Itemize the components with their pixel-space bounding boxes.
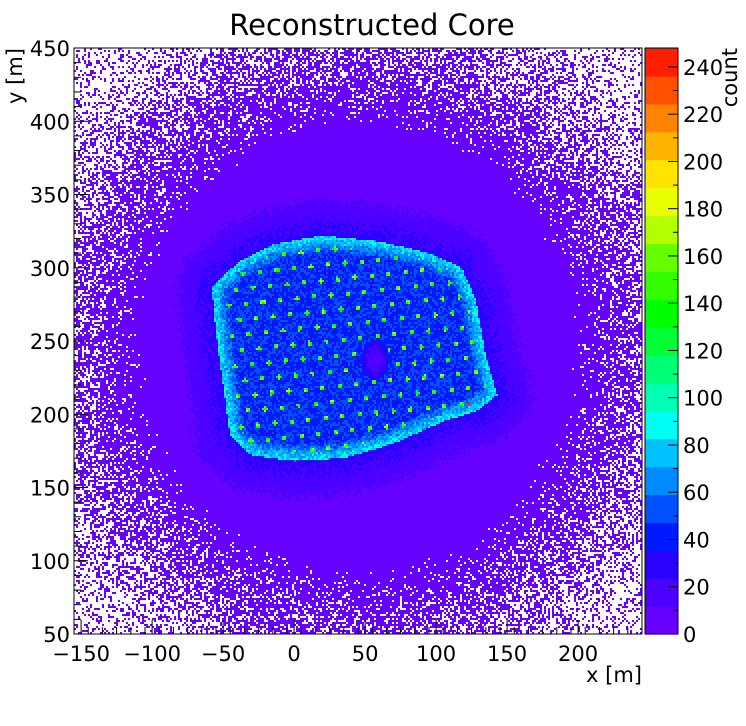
y-tick-label-2: 150	[30, 477, 70, 501]
colorbar-band-11	[645, 299, 678, 328]
y-axis-label: y [m]	[3, 48, 27, 104]
x-tick-label-6: 150	[487, 642, 527, 666]
y-tick-label-3: 200	[30, 403, 70, 427]
z-tick-label-0: 0	[683, 623, 696, 647]
z-tick-label-12: 240	[683, 56, 723, 80]
x-tick-label-1: −100	[123, 642, 181, 666]
colorbar-band-17	[645, 131, 678, 161]
colorbar-band-5	[645, 466, 678, 496]
y-axis: 50 100 150 200 250 300 350 400 450	[30, 37, 88, 647]
z-tick-label-9: 180	[683, 198, 723, 222]
z-tick-label-2: 40	[683, 528, 710, 552]
y-tick-label-5: 300	[30, 257, 70, 281]
colorbar-band-9	[645, 354, 678, 384]
y-tick-label-8: 450	[30, 37, 70, 61]
colorbar-axis: 0 20 40 60 80 100 120 140 160 180 200 220 240	[668, 56, 723, 647]
colorbar-frame	[644, 47, 679, 635]
colorbar-band-1	[645, 578, 678, 607]
x-axis-label: x [m]	[586, 663, 642, 687]
colorbar-band-13	[645, 243, 678, 272]
chart-title: Reconstructed Core	[229, 8, 514, 42]
y-tick-label-7: 400	[30, 110, 70, 134]
y-tick-label-1: 100	[30, 550, 70, 574]
colorbar-band-3	[645, 522, 678, 551]
x-tick-label-2: −50	[201, 642, 245, 666]
y-tick-label-0: 50	[43, 623, 70, 647]
colorbar-band-16	[645, 159, 678, 189]
z-tick-label-11: 220	[683, 103, 723, 127]
colorbar-band-10	[645, 327, 678, 356]
plot-area	[73, 47, 643, 635]
colorbar-band-15	[645, 187, 678, 217]
x-tick-label-7: 200	[558, 642, 598, 666]
x-tick-label-4: 50	[352, 642, 379, 666]
colorbar-band-7	[645, 410, 678, 440]
colorbar-band-14	[645, 215, 678, 244]
colorbar-band-0	[645, 606, 678, 635]
z-tick-label-4: 80	[683, 434, 710, 458]
y-tick-label-4: 250	[30, 330, 70, 354]
colorbar-band-19	[645, 75, 678, 105]
colorbar-band-12	[645, 271, 678, 300]
colorbar-band-2	[645, 550, 678, 579]
colorbar-band-6	[645, 438, 678, 468]
z-tick-label-1: 20	[683, 576, 710, 600]
colorbar-band-18	[645, 103, 678, 133]
z-tick-label-6: 120	[683, 339, 723, 363]
colorbar-label: count	[718, 48, 742, 107]
colorbar-band-20	[645, 48, 678, 77]
z-tick-label-7: 140	[683, 292, 723, 316]
z-tick-label-5: 100	[683, 387, 723, 411]
z-tick-label-3: 60	[683, 481, 710, 505]
colorbar-band-4	[645, 494, 678, 523]
x-tick-label-5: 100	[416, 642, 456, 666]
heatmap-image	[74, 48, 642, 634]
x-tick-label-3: 0	[287, 642, 300, 666]
z-tick-label-8: 160	[683, 245, 723, 269]
x-tick-label-0: −150	[52, 642, 110, 666]
x-axis: −150 −100 −50 0 50 100 150 200	[52, 620, 643, 666]
z-tick-label-10: 200	[683, 150, 723, 174]
colorbar	[644, 47, 679, 635]
y-tick-label-6: 350	[30, 184, 70, 208]
colorbar-band-8	[645, 382, 678, 412]
